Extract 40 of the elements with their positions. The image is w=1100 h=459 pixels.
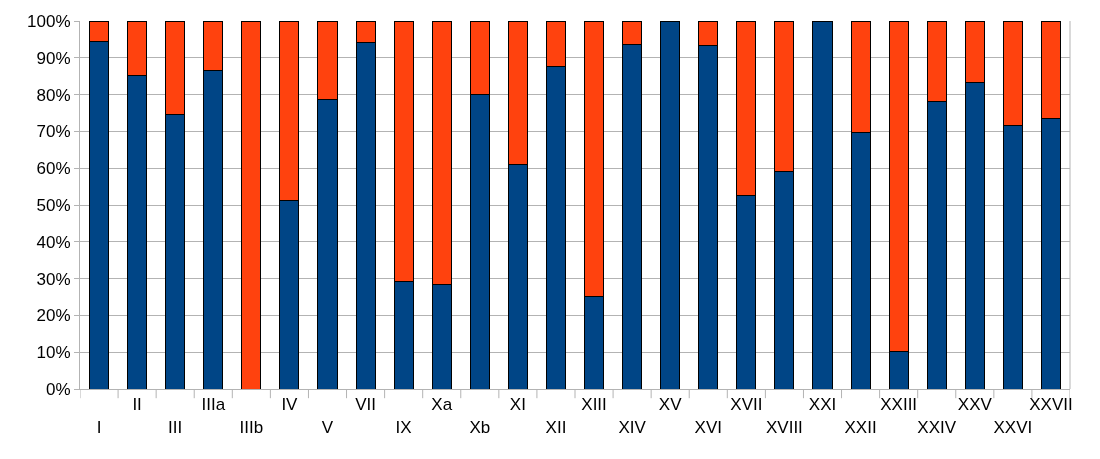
x-tick-label: V (321, 417, 334, 437)
y-tick-label: 80% (36, 85, 71, 105)
bar (812, 21, 833, 389)
x-tick-label: XXIII (880, 395, 918, 415)
y-tick-label: 100% (27, 11, 71, 31)
x-tick-label: IX (395, 417, 412, 437)
x-tick-label: XVIII (765, 417, 803, 437)
x-tick-label: XXIV (917, 417, 957, 437)
y-tick-label: 40% (36, 232, 71, 252)
x-tick-label: XXII (844, 417, 877, 437)
x-tick-label: XIV (618, 417, 647, 437)
y-tick-label: 10% (36, 343, 71, 363)
y-tick-label: 50% (36, 195, 71, 215)
x-tick-label: Xa (431, 395, 453, 415)
bar (660, 21, 681, 389)
x-tick-label: XXVII (1029, 395, 1073, 415)
y-tick-label: 90% (36, 48, 71, 68)
x-tick-label: XVII (730, 395, 763, 415)
x-tick-label: IV (281, 395, 299, 415)
x-tick-label: XII (545, 417, 567, 437)
y-tick-label: 60% (36, 159, 71, 179)
x-tick-label: IIIb (239, 417, 264, 437)
x-tick-label: XXVI (993, 417, 1033, 437)
x-tick-label: II (132, 395, 142, 415)
x-tick-label: XI (509, 395, 526, 415)
x-tick-label: III (168, 417, 183, 437)
x-tick-label: XVI (694, 417, 722, 437)
bar (241, 21, 262, 389)
x-tick-label: Xb (469, 417, 491, 437)
x-tick-label: XIII (581, 395, 607, 415)
y-tick-label: 70% (36, 122, 71, 142)
y-tick-label: 0% (46, 379, 71, 399)
x-tick-label: XXI (808, 395, 837, 415)
y-tick-label: 30% (36, 269, 71, 289)
x-tick-label: I (96, 417, 102, 437)
x-tick-label: VII (355, 395, 376, 415)
x-tick-label: IIIa (201, 395, 226, 415)
y-tick-label: 20% (36, 306, 71, 326)
x-tick-label: XXV (957, 395, 993, 415)
x-tick-label: XV (658, 395, 683, 415)
